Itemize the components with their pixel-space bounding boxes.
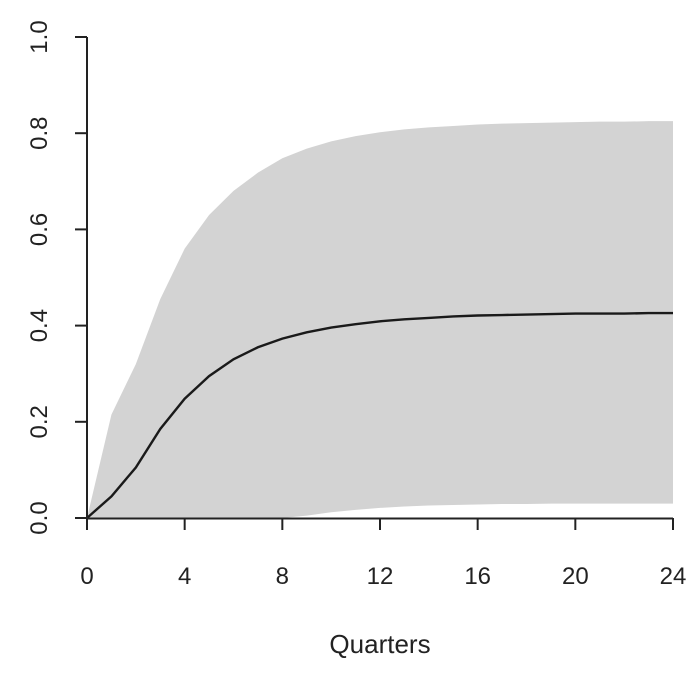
y-tick-label: 0.8 [26,117,53,150]
confidence-band [87,121,673,519]
x-tick-label: 24 [660,563,687,590]
x-tick-label: 8 [276,563,289,590]
y-ticks: 0.0 0.2 0.4 0.6 0.8 1.0 [26,20,87,535]
y-tick-label: 0.6 [26,213,53,246]
median-line [86,311,673,519]
x-ticks: 0 4 8 12 16 20 24 [80,518,686,590]
x-axis-title: Quarters [329,629,430,659]
x-tick-label: 12 [367,563,394,590]
plot-area [86,121,673,519]
y-tick-label: 0.0 [26,501,53,534]
y-tick-label: 0.2 [26,405,53,438]
y-tick-label: 0.4 [26,309,53,342]
x-tick-label: 16 [464,563,491,590]
x-tick-label: 4 [178,563,191,590]
y-tick-label: 1.0 [26,20,53,53]
x-tick-label: 0 [80,563,93,590]
x-tick-label: 20 [562,563,589,590]
